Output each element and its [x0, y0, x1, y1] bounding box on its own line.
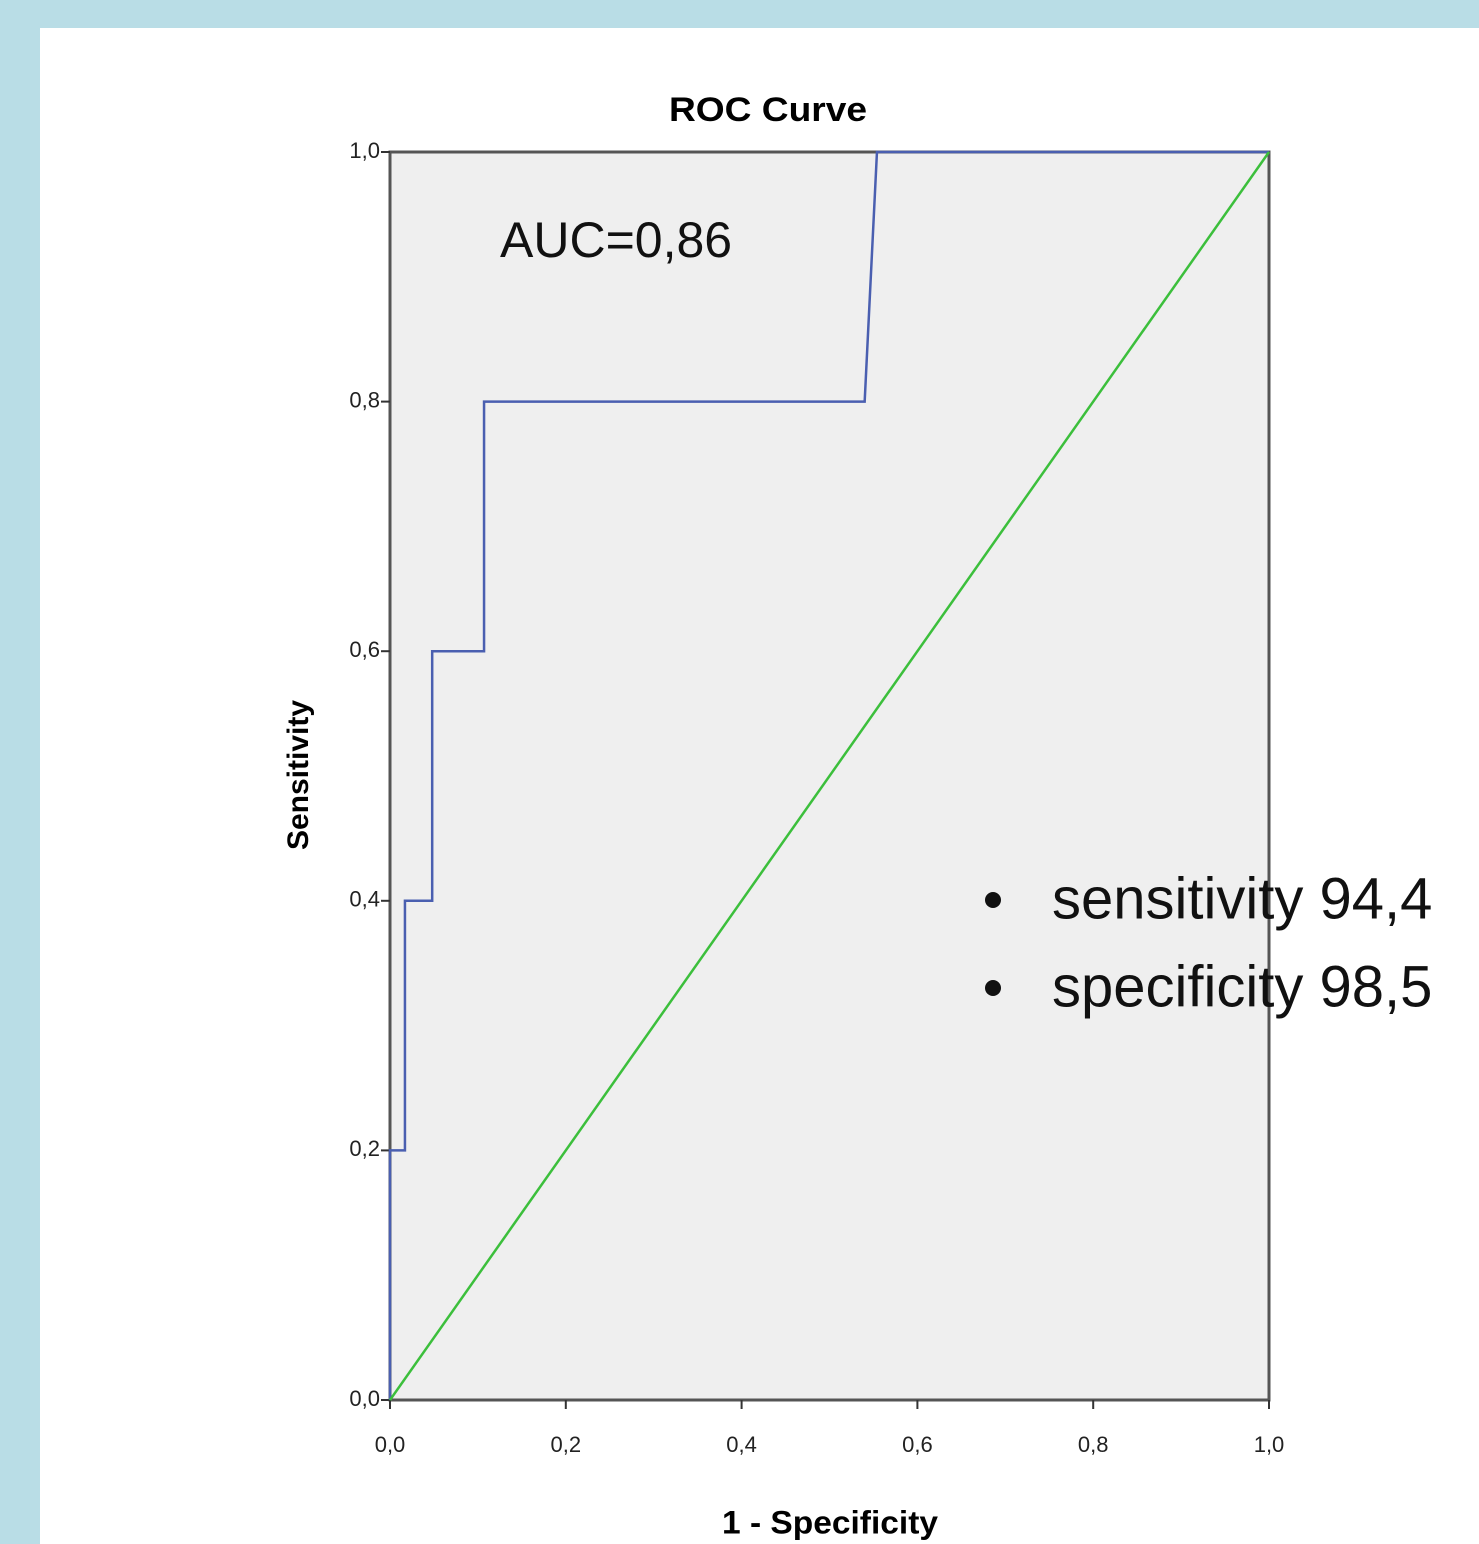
- x-axis-label: 1 - Specificity: [722, 1504, 938, 1540]
- x-tick-label: 0,4: [726, 1432, 757, 1457]
- y-tick-label: 0,8: [349, 387, 380, 412]
- chart-title: ROC Curve: [669, 91, 867, 129]
- y-tick-label: 0,0: [349, 1386, 380, 1411]
- annotation: sensitivity 94,4: [1052, 866, 1432, 931]
- series-line: [388, 150, 1269, 1400]
- x-tick-label: 0,6: [902, 1432, 933, 1457]
- y-tick-label: 0,4: [349, 887, 380, 912]
- bullet: [985, 980, 1001, 996]
- x-tick-label: 0,0: [375, 1432, 406, 1457]
- y-axis-label: Sensitivity: [282, 700, 315, 850]
- series-line: [388, 151, 1271, 1401]
- bullet: [985, 892, 1001, 908]
- y-tick-label: 0,2: [349, 1136, 380, 1161]
- annotation: specificity 98,5: [1052, 954, 1432, 1019]
- y-tick-label: 1,0: [349, 138, 380, 163]
- x-tick-label: 1,0: [1254, 1432, 1285, 1457]
- x-tick-label: 0,2: [551, 1432, 582, 1457]
- annotation: AUC=0,86: [500, 212, 732, 268]
- y-tick-label: 0,6: [349, 637, 380, 662]
- x-tick-label: 0,8: [1078, 1432, 1109, 1457]
